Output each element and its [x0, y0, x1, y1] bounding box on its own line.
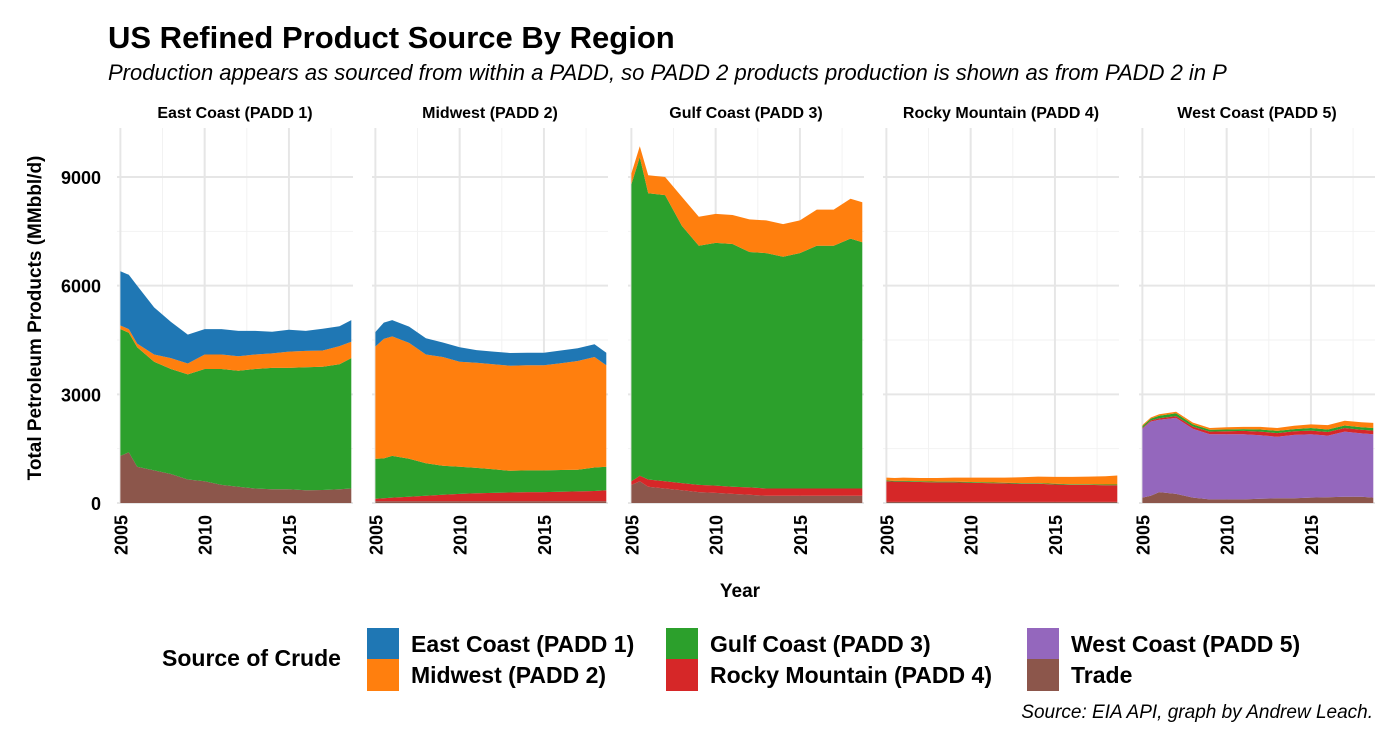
- legend-swatch: [1027, 659, 1059, 691]
- facet-panel: West Coast (PADD 5) 2005 2010 2015: [1133, 105, 1375, 555]
- chart-subtitle: Production appears as sourced from withi…: [108, 60, 1227, 85]
- area-series: [120, 325, 352, 375]
- area-series: [375, 320, 607, 366]
- x-tick-label: 2010: [1218, 515, 1238, 555]
- facet-panel: Gulf Coast (PADD 3) 2005 2010 2015: [622, 105, 864, 555]
- x-tick-label: 2005: [1133, 515, 1153, 555]
- x-tick-label: 2005: [877, 515, 897, 555]
- legend-swatch: [367, 628, 399, 660]
- facet-title: Midwest (PADD 2): [422, 105, 558, 122]
- facet-title: West Coast (PADD 5): [1177, 105, 1336, 122]
- faceted-area-chart: Total Petroleum Products (MMbbl/d) Year 0 3…: [25, 105, 1375, 602]
- source-caption: Source: EIA API, graph by Andrew Leach.: [1021, 702, 1373, 723]
- area-series: [886, 480, 1118, 486]
- area-series: [375, 490, 607, 502]
- area-series: [375, 336, 607, 471]
- legend-label: Rocky Mountain (PADD 4): [710, 662, 992, 688]
- legend-swatch: [367, 659, 399, 691]
- x-tick-label: 2015: [535, 515, 555, 555]
- area-series: [886, 475, 1118, 485]
- y-axis-title: Total Petroleum Products (MMbbl/d): [25, 156, 46, 481]
- area-series: [375, 455, 607, 499]
- y-tick-label: 6000: [61, 277, 101, 297]
- facet-title: East Coast (PADD 1): [157, 105, 312, 122]
- area-series: [1142, 413, 1374, 434]
- legend-swatch: [1027, 628, 1059, 660]
- area-series: [120, 329, 352, 491]
- area-series: [1142, 492, 1374, 503]
- legend-label: Gulf Coast (PADD 3): [710, 631, 931, 657]
- area-series: [631, 146, 863, 257]
- facet-panel: Midwest (PADD 2) 2005 2010 2015: [366, 105, 608, 555]
- x-tick-label: 2015: [280, 515, 300, 555]
- x-tick-label: 2010: [962, 515, 982, 555]
- x-tick-label: 2005: [622, 515, 642, 555]
- legend-label: East Coast (PADD 1): [411, 631, 635, 657]
- x-tick-label: 2015: [1046, 515, 1066, 555]
- legend-swatch: [666, 628, 698, 660]
- area-series: [1142, 411, 1374, 431]
- area-series: [886, 501, 1118, 503]
- facet-title: Rocky Mountain (PADD 4): [903, 105, 1099, 122]
- legend-title: Source of Crude: [162, 645, 341, 671]
- area-series: [120, 452, 352, 503]
- x-tick-label: 2005: [366, 515, 386, 555]
- facet-panel: Rocky Mountain (PADD 4) 2005 2010 2015: [877, 105, 1119, 555]
- legend-label: Trade: [1071, 662, 1133, 688]
- legend: Source of Crude East Coast (PADD 1) Midwe…: [0, 620, 1400, 700]
- legend-label: West Coast (PADD 5): [1071, 631, 1301, 657]
- x-tick-label: 2010: [707, 515, 727, 555]
- area-series: [631, 481, 863, 503]
- x-tick-label: 2010: [196, 515, 216, 555]
- area-series: [631, 475, 863, 496]
- area-series: [1142, 417, 1374, 500]
- legend-label: Midwest (PADD 2): [411, 662, 607, 688]
- area-series: [120, 271, 352, 364]
- x-axis-title: Year: [720, 581, 761, 602]
- x-tick-label: 2005: [111, 515, 131, 555]
- legend-swatch: [666, 659, 698, 691]
- facet-title: Gulf Coast (PADD 3): [669, 105, 822, 122]
- y-tick-label: 3000: [61, 385, 101, 405]
- area-series: [886, 481, 1118, 502]
- y-tick-label: 9000: [61, 168, 101, 188]
- x-tick-label: 2015: [791, 515, 811, 555]
- x-tick-label: 2010: [451, 515, 471, 555]
- facet-panel: East Coast (PADD 1) 2005 2010 2015: [111, 105, 353, 555]
- area-series: [375, 501, 607, 503]
- y-tick-label: 0: [91, 494, 101, 514]
- area-series: [631, 157, 863, 489]
- x-tick-label: 2015: [1302, 515, 1322, 555]
- area-series: [1142, 416, 1374, 437]
- chart-title: US Refined Product Source By Region: [108, 20, 675, 55]
